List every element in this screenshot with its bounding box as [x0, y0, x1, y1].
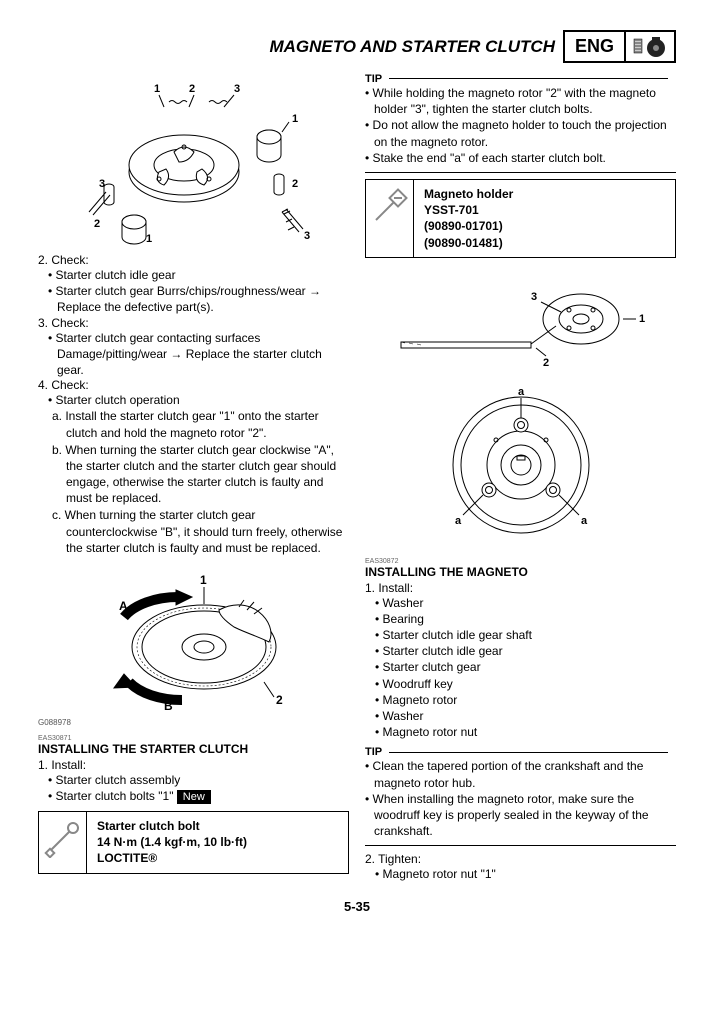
step-4: 4. Check: Starter clutch operation a. In… — [38, 378, 349, 556]
new-badge: New — [177, 790, 211, 804]
substep-text: a. Install the starter clutch gear "1" o… — [52, 408, 349, 440]
bullet-text: Starter clutch assembly — [48, 772, 349, 788]
tip-bullet: When installing the magneto rotor, make … — [365, 791, 676, 840]
bullet-text: Starter clutch idle gear — [375, 643, 676, 659]
section-code: EAS30871 — [38, 735, 349, 742]
bullet-text-pre: Starter clutch bolts "1" — [56, 789, 177, 803]
svg-text:3: 3 — [99, 178, 105, 190]
page-title: MAGNETO AND STARTER CLUTCH — [269, 37, 555, 57]
spec-line: 14 N·m (1.4 kgf·m, 10 lb·ft) — [97, 834, 247, 850]
svg-text:2: 2 — [292, 178, 298, 190]
bullet-text: Woodruff key — [375, 676, 676, 692]
bullet-text: Washer — [375, 595, 676, 611]
tool-icon — [366, 180, 414, 257]
bullet-text: Starter clutch bolts "1" New — [48, 788, 349, 805]
tip-heading: TIP — [365, 744, 676, 758]
svg-text:1: 1 — [200, 573, 207, 587]
bullet-text: Starter clutch gear — [375, 659, 676, 675]
svg-text:1: 1 — [292, 113, 298, 125]
divider — [365, 845, 676, 846]
step-label: 1. Install: — [38, 758, 349, 772]
step-label: 2. Tighten: — [365, 852, 676, 866]
svg-text:a: a — [518, 386, 525, 398]
svg-text:2: 2 — [94, 218, 100, 230]
left-column: 1 2 3 1 2 3 3 2 1 2. Check: Starter clutch idl… — [38, 71, 349, 883]
page-number: 5-35 — [38, 899, 676, 914]
svg-text:1: 1 — [146, 233, 152, 245]
bullet-text: Magneto rotor — [375, 692, 676, 708]
figure-clutch-gear-rotation: A B 1 2 — [38, 562, 349, 712]
svg-text:a: a — [455, 515, 462, 527]
svg-text:3: 3 — [234, 83, 240, 95]
figure-rotor-staking: a a a — [365, 380, 676, 550]
tip-bullet: Do not allow the magneto holder to touch… — [365, 117, 676, 149]
step-2: 2. Check: Starter clutch idle gear Start… — [38, 253, 349, 316]
bullet-text: Starter clutch idle gear shaft — [375, 627, 676, 643]
figure-code: G088978 — [38, 718, 349, 727]
svg-text:A: A — [119, 599, 128, 613]
svg-text:1: 1 — [154, 83, 160, 95]
bullet-text: Washer — [375, 708, 676, 724]
svg-text:2: 2 — [276, 693, 283, 707]
svg-text:B: B — [164, 699, 173, 712]
substep-text: b. When turning the starter clutch gear … — [52, 442, 349, 507]
figure-magneto-holder: 3 1 2 — [365, 264, 676, 374]
spec-box-tool: Magneto holder YSST-701 (90890-01701) (9… — [365, 179, 676, 258]
divider — [365, 172, 676, 173]
engine-icon — [626, 33, 674, 61]
spec-line: Starter clutch bolt — [97, 818, 247, 834]
section-code: EAS30872 — [365, 558, 676, 565]
svg-text:a: a — [581, 515, 588, 527]
step-label: 4. Check: — [38, 378, 349, 392]
tip-bullet: Clean the tapered portion of the cranksh… — [365, 758, 676, 790]
eng-badge-text: ENG — [565, 32, 626, 61]
section-heading: INSTALLING THE STARTER CLUTCH — [38, 742, 349, 756]
bullet-text: Starter clutch operation — [48, 392, 349, 408]
spec-line: (90890-01481) — [424, 235, 513, 251]
spec-text: Magneto holder YSST-701 (90890-01701) (9… — [414, 180, 523, 257]
section-heading: INSTALLING THE MAGNETO — [365, 565, 676, 579]
svg-text:3: 3 — [531, 291, 537, 303]
step-3: 3. Check: Starter clutch gear contacting… — [38, 316, 349, 379]
eng-badge: ENG — [563, 30, 676, 63]
bullet-text: Bearing — [375, 611, 676, 627]
spec-box-torque: Starter clutch bolt 14 N·m (1.4 kgf·m, 1… — [38, 811, 349, 874]
bullet-text: Magneto rotor nut "1" — [375, 866, 676, 882]
bullet-text: Magneto rotor nut — [375, 724, 676, 740]
spec-line: (90890-01701) — [424, 218, 513, 234]
spec-line: Magneto holder — [424, 186, 513, 202]
right-column: TIP While holding the magneto rotor "2" … — [365, 71, 676, 883]
spec-line: YSST-701 — [424, 202, 513, 218]
tip-bullet: Stake the end "a" of each starter clutch… — [365, 150, 676, 166]
page-header: MAGNETO AND STARTER CLUTCH ENG — [38, 30, 676, 63]
step-label: 2. Check: — [38, 253, 349, 267]
svg-text:1: 1 — [639, 313, 645, 325]
bullet-text: Starter clutch idle gear — [48, 267, 349, 283]
bullet-text: Starter clutch gear Burrs/chips/roughnes… — [48, 283, 349, 315]
svg-text:2: 2 — [543, 357, 549, 369]
substep-text: c. When turning the starter clutch gear … — [52, 507, 349, 556]
step-label: 1. Install: — [365, 581, 676, 595]
tip-heading: TIP — [365, 71, 676, 85]
content-columns: 1 2 3 1 2 3 3 2 1 2. Check: Starter clutch idl… — [38, 71, 676, 883]
spec-line: LOCTITE® — [97, 850, 247, 866]
torque-wrench-icon — [39, 812, 87, 873]
spec-text: Starter clutch bolt 14 N·m (1.4 kgf·m, 1… — [87, 812, 257, 873]
svg-text:3: 3 — [304, 230, 310, 242]
bullet-text: Starter clutch gear contacting surfaces … — [48, 330, 349, 379]
step-label: 3. Check: — [38, 316, 349, 330]
svg-text:2: 2 — [189, 83, 195, 95]
figure-exploded-parts: 1 2 3 1 2 3 3 2 1 — [38, 77, 349, 247]
tip-bullet: While holding the magneto rotor "2" with… — [365, 85, 676, 117]
